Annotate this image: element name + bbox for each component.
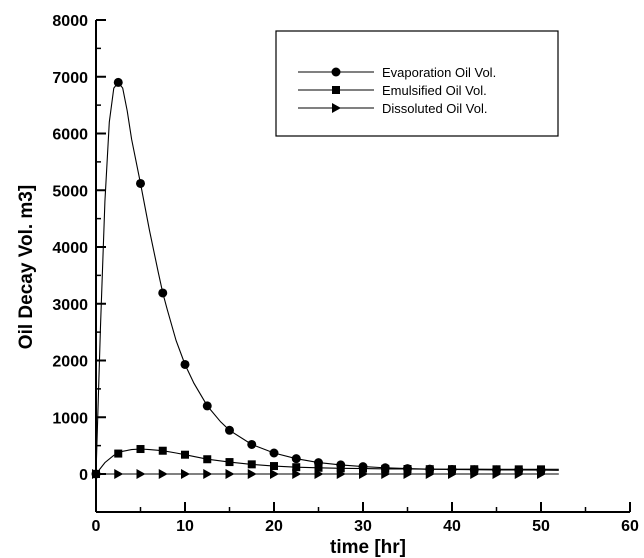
data-point-square [403,465,412,474]
y-tick-label: 6000 [52,127,88,144]
data-point-triangle-right [158,469,168,479]
data-point-triangle-right [403,469,413,479]
data-point-circle [291,454,301,464]
data-point-square [314,463,323,472]
y-tick-label: 4000 [52,240,88,257]
axis-ticks: 0 10 20 30 40 50 60 0 1000 2000 3000 4000 5000 6000 70… [52,13,639,535]
data-point-triangle-right [225,469,235,479]
data-point-triangle-right [203,469,213,479]
series-triangle-right [92,469,559,479]
legend-label: Emulsified Oil Vol. [382,83,487,98]
data-point-square [336,464,345,473]
data-point-triangle-right [314,469,324,479]
data-point-square [225,458,234,467]
data-point-triangle-right [270,469,279,479]
series-layer [91,77,559,479]
y-tick-label: 0 [79,467,88,484]
data-point-circle [202,401,212,411]
data-point-square [425,465,434,474]
data-point-circle [113,77,123,87]
data-point-circle [180,359,190,369]
data-point-triangle-right [114,469,124,479]
data-point-triangle-right [181,469,190,479]
data-point-square [514,465,523,474]
x-axis-title: time [hr] [330,537,406,558]
legend-label: Dissoluted Oil Vol. [382,101,488,116]
y-tick-label: 2000 [52,354,88,371]
legend-marker-square [332,86,340,94]
y-tick-label: 5000 [52,183,88,200]
data-point-square [203,455,212,464]
data-point-square [181,450,189,459]
data-point-square [292,463,301,472]
y-axis-title: Oil Decay Vol. m3] [16,185,37,349]
legend-label: Evaporation Oil Vol. [382,65,496,80]
data-point-square [270,462,278,471]
x-tick-label: 40 [443,518,461,535]
data-point-square [492,465,501,474]
data-point-square [136,445,145,454]
data-point-circle [269,448,279,458]
data-point-triangle-right [425,469,435,479]
data-point-square [537,465,545,474]
data-point-triangle-right [336,469,346,479]
data-point-triangle-right [292,469,302,479]
legend-marker-circle [331,67,341,77]
data-point-square [448,465,456,474]
series-circle [91,77,559,479]
data-point-triangle-right [492,469,502,479]
data-point-circle [247,439,257,449]
legend-box [275,30,559,137]
legend: Evaporation Oil Vol. Emulsified Oil Vol. D… [275,30,559,137]
series-line [95,81,559,475]
x-tick-label: 30 [354,518,372,535]
x-tick-label: 50 [532,518,550,535]
y-tick-label: 1000 [52,410,88,427]
data-point-square [470,465,479,474]
data-point-triangle-right [136,469,146,479]
data-point-triangle-right [514,469,524,479]
data-point-square [158,446,167,455]
data-point-triangle-right [247,469,257,479]
x-tick-label: 60 [621,518,639,535]
data-point-square [247,460,256,469]
x-tick-label: 20 [265,518,283,535]
data-point-triangle-right [537,469,546,479]
data-point-square [359,464,367,473]
data-point-square [114,449,123,458]
y-tick-label: 7000 [52,70,88,87]
x-tick-label: 10 [176,518,194,535]
data-point-triangle-right [448,469,457,479]
data-point-circle [225,425,234,435]
data-point-triangle-right [381,469,391,479]
data-point-triangle-right [92,469,101,479]
data-point-circle [136,178,145,188]
data-point-circle [158,288,168,298]
y-tick-label: 3000 [52,297,88,314]
data-point-square [381,464,390,473]
x-tick-label: 0 [92,518,101,535]
legend-marker-triangle-right [332,103,341,113]
data-point-triangle-right [470,469,480,479]
y-tick-label: 8000 [52,13,88,30]
data-point-triangle-right [359,469,368,479]
